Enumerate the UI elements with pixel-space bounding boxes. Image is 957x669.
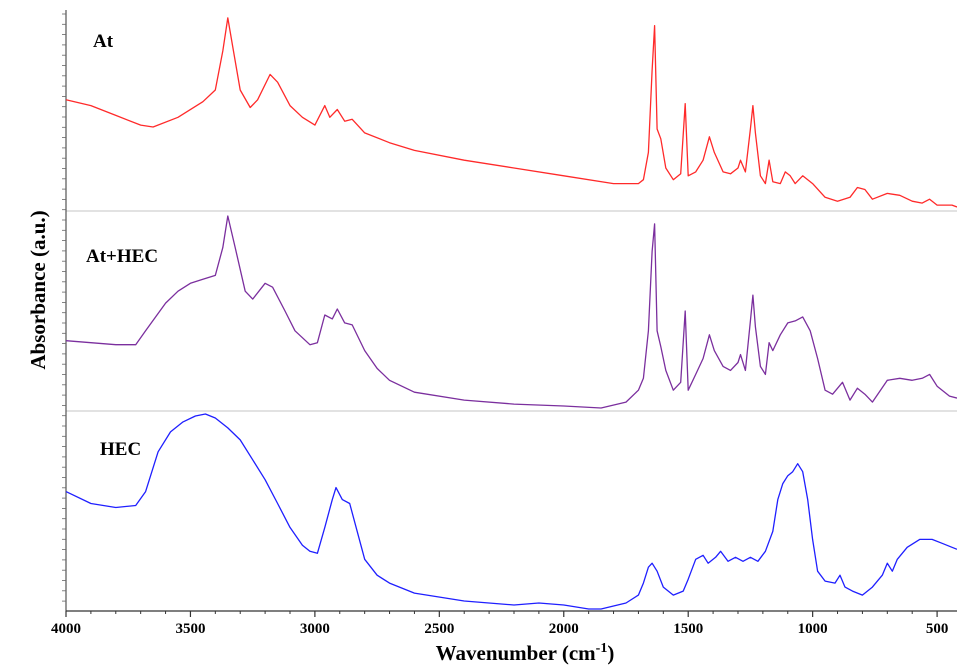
- series-line-hec: [65, 413, 957, 610]
- x-axis-title-main: Wavenumber (cm: [436, 641, 597, 665]
- x-tick-label: 500: [926, 621, 949, 637]
- x-axis-title: Wavenumber (cm-1): [436, 641, 615, 665]
- x-axis-title-superscript: -1: [596, 641, 608, 656]
- series-line-at-hec: [65, 215, 957, 409]
- y-axis-ticks: [62, 13, 66, 602]
- x-tick-label: 2000: [549, 621, 579, 637]
- series-line-at: [65, 17, 957, 208]
- x-axis-title-close: ): [607, 641, 614, 665]
- series-label-hec: HEC: [100, 439, 141, 460]
- x-tick-label: 1500: [673, 621, 703, 637]
- y-axis-title: Absorbance (a.u.): [26, 210, 50, 369]
- x-tick-label: 2500: [424, 621, 454, 637]
- x-tick-label: 1000: [798, 621, 828, 637]
- x-tick-label: 3000: [300, 621, 330, 637]
- x-axis-tick-labels: 4000 3500 3000 2500 2000 1500 1000 500: [51, 621, 948, 637]
- series-lines: [65, 17, 957, 610]
- x-axis-ticks: [65, 611, 938, 617]
- x-tick-label: 3500: [175, 621, 205, 637]
- series-label-at: At: [93, 31, 114, 52]
- series-label-at-hec: At+HEC: [86, 246, 158, 267]
- x-tick-label: 4000: [51, 621, 81, 637]
